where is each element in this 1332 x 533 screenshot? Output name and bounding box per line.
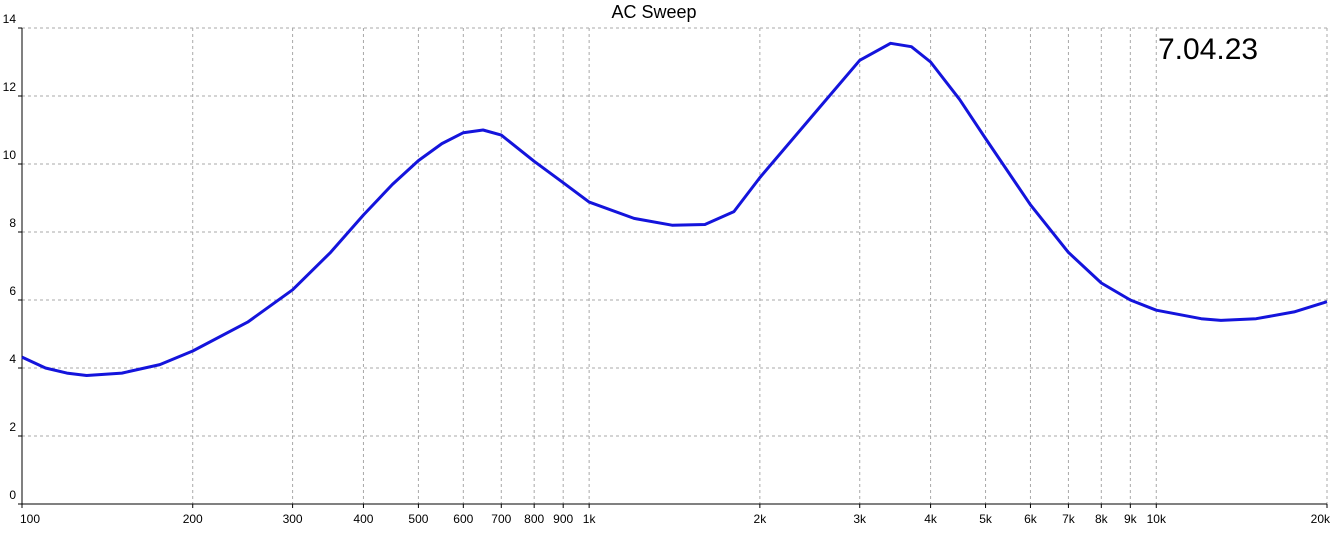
x-tick-label: 100 [20,512,40,526]
x-tick-label: 4k [924,512,938,526]
x-tick-label: 300 [283,512,303,526]
x-tick-label: 6k [1024,512,1038,526]
x-tick-label: 9k [1124,512,1138,526]
x-tick-label: 3k [853,512,867,526]
y-tick-label: 10 [3,148,17,162]
x-tick-label: 10k [1147,512,1167,526]
y-tick-label: 8 [9,216,16,230]
y-tick-label: 4 [9,352,16,366]
x-tick-label: 1k [583,512,597,526]
x-tick-label: 20k [1311,512,1331,526]
x-tick-label: 400 [353,512,373,526]
x-tick-label: 200 [183,512,203,526]
x-tick-label: 7k [1062,512,1076,526]
x-tick-label: 5k [979,512,993,526]
x-tick-label: 900 [553,512,573,526]
x-tick-label: 600 [453,512,473,526]
x-tick-label: 700 [491,512,511,526]
x-tick-label: 800 [524,512,544,526]
y-tick-label: 6 [9,284,16,298]
annotation: 7.04.23 [1158,33,1258,66]
y-tick-label: 2 [9,420,16,434]
y-tick-label: 0 [9,488,16,502]
x-tick-label: 2k [754,512,768,526]
x-tick-label: 500 [408,512,428,526]
chart-title: AC Sweep [611,2,696,22]
data-line [21,41,1328,377]
x-tick-label: 8k [1095,512,1109,526]
y-tick-label: 14 [3,12,17,26]
y-tick-label: 12 [3,80,17,94]
